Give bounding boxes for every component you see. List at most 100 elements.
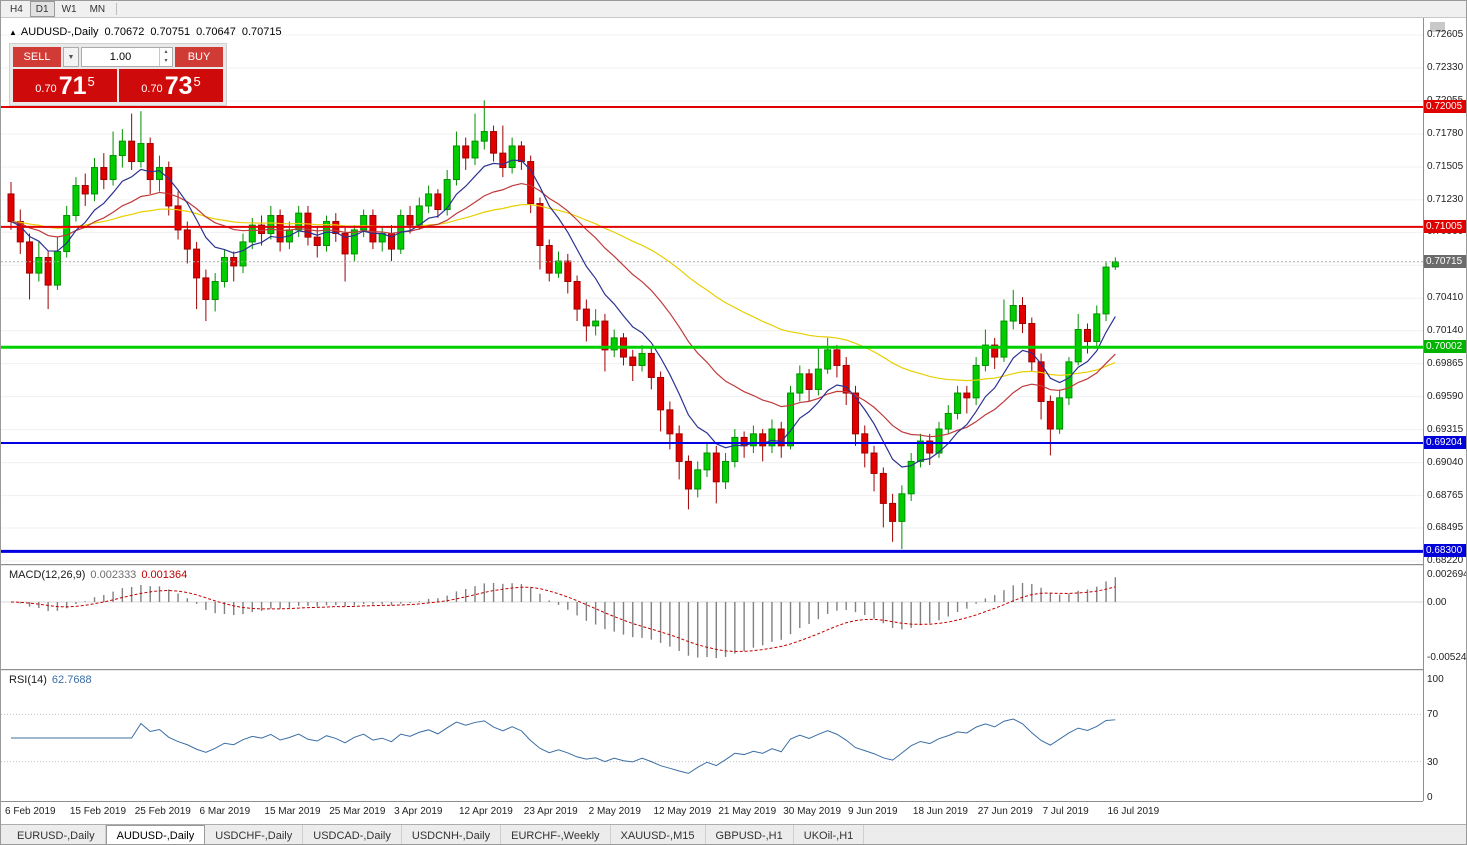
date-axis-label: 27 Jun 2019 (977, 806, 1033, 817)
chart-ohlc-title: ▲ AUDUSD-,Daily 0.70672 0.70751 0.70647 … (9, 26, 282, 38)
rsi-indicator-chart[interactable] (1, 671, 1423, 801)
timeframe-d1-button[interactable]: D1 (29, 1, 55, 17)
date-axis-label: 23 Apr 2019 (523, 806, 578, 817)
price-axis[interactable]: 0.726050.723300.720550.717800.715050.712… (1423, 18, 1467, 803)
sell-pipette: 5 (87, 74, 95, 89)
date-axis-label: 15 Mar 2019 (264, 806, 321, 817)
price-axis-label: 0.69590 (1427, 390, 1464, 402)
date-axis-label: 12 May 2019 (653, 806, 712, 817)
price-axis-label: 0.71780 (1427, 127, 1464, 139)
price-axis-label: 0.69040 (1427, 456, 1464, 468)
one-click-trading-panel: SELL ▼ ▴ ▾ BUY 0.70 71 5 0.70 73 (9, 43, 227, 106)
volume-input[interactable] (82, 50, 159, 64)
sell-price-display[interactable]: 0.70 71 5 (13, 69, 117, 102)
macd-indicator-chart[interactable] (1, 566, 1423, 669)
date-axis-label: 9 Jun 2019 (848, 806, 898, 817)
tab-audusd-daily[interactable]: AUDUSD-,Daily (105, 825, 206, 844)
price-tag: 0.68300 (1424, 544, 1466, 558)
price-axis-label: 0.68495 (1427, 521, 1464, 533)
price-axis-label: 0.70410 (1427, 292, 1464, 304)
buy-button[interactable]: BUY (175, 47, 223, 67)
tab-ukoil-h1[interactable]: UKOil-,H1 (794, 825, 865, 844)
price-tag: 0.69204 (1424, 435, 1466, 449)
price-tag: 0.70715 (1424, 254, 1466, 268)
price-tag: 0.71005 (1424, 219, 1466, 233)
rsi-value: 62.7688 (51, 674, 92, 686)
ohlc-low-value: 0.70647 (196, 26, 236, 38)
buy-pips: 73 (164, 72, 193, 100)
date-axis-label: 15 Feb 2019 (69, 806, 127, 817)
date-axis-label: 25 Mar 2019 (329, 806, 386, 817)
spinner-up-icon[interactable]: ▴ (164, 49, 168, 55)
main-price-chart[interactable] (1, 18, 1423, 564)
price-axis-label: 0.68220 (1427, 554, 1464, 566)
volume-dropdown-button[interactable]: ▼ (63, 47, 79, 67)
date-axis-label: 6 Mar 2019 (199, 806, 251, 817)
buy-big-figure: 0.70 (141, 83, 163, 95)
macd-axis-label: 0.002694 (1427, 568, 1467, 580)
price-axis-label: 0.68765 (1427, 489, 1464, 501)
toolbar-separator (116, 3, 118, 15)
timeframe-h4-button[interactable]: H4 (10, 3, 23, 15)
ohlc-high-value: 0.70751 (150, 26, 191, 38)
panel-splitter[interactable] (1, 669, 1466, 671)
time-axis[interactable]: 6 Feb 2019 15 Feb 2019 25 Feb 2019 6 Mar 20… (1, 801, 1423, 824)
rsi-axis-label: 70 (1427, 709, 1439, 721)
price-axis-label: 0.72330 (1427, 61, 1464, 73)
tab-xauusd-m15[interactable]: XAUUSD-,M15 (611, 825, 706, 844)
price-tag: 0.70002 (1424, 340, 1466, 354)
macd-axis-label: -0.005242 (1427, 651, 1467, 663)
rsi-axis-label: 30 (1427, 756, 1439, 768)
rsi-name: RSI(14) (9, 674, 47, 686)
panel-splitter[interactable] (1, 564, 1466, 566)
buy-price-display[interactable]: 0.70 73 5 (119, 69, 223, 102)
price-axis-label: 0.69865 (1427, 357, 1464, 369)
tab-usdcad-daily[interactable]: USDCAD-,Daily (303, 825, 402, 844)
chart-shift-marker[interactable] (1430, 22, 1445, 32)
panel-toggle-icon[interactable]: ▲ (9, 27, 17, 37)
price-axis-label: 0.69315 (1427, 423, 1464, 435)
timeframe-mn-button[interactable]: MN (89, 3, 106, 15)
volume-stepper[interactable]: ▴ ▾ (159, 48, 172, 66)
macd-value: 0.002333 (90, 569, 137, 581)
macd-label: MACD(12,26,9) 0.002333 0.001364 (9, 569, 187, 581)
rsi-label: RSI(14) 62.7688 (9, 674, 92, 686)
price-axis-label: 0.71505 (1427, 160, 1464, 172)
rsi-axis-label: 100 (1427, 674, 1444, 685)
chart-symbol-label: AUDUSD-,Daily (20, 26, 99, 38)
macd-name: MACD(12,26,9) (9, 569, 86, 581)
ohlc-close-value: 0.70715 (241, 26, 282, 38)
tab-usdchf-daily[interactable]: USDCHF-,Daily (205, 825, 304, 844)
price-tag: 0.72005 (1424, 99, 1466, 113)
date-axis-label: 7 Jul 2019 (1042, 806, 1089, 817)
date-axis-label: 21 May 2019 (718, 806, 777, 817)
tab-eurusd-daily[interactable]: EURUSD-,Daily (7, 825, 106, 844)
tab-eurchf-weekly[interactable]: EURCHF-,Weekly (501, 825, 611, 844)
spinner-down-icon[interactable]: ▾ (164, 58, 168, 64)
chart-tab-bar: EURUSD-,Daily AUDUSD-,Daily USDCHF-,Dail… (1, 824, 1466, 844)
tab-gbpusd-h1[interactable]: GBPUSD-,H1 (706, 825, 794, 844)
macd-axis-label: 0.00 (1427, 597, 1447, 608)
sell-button[interactable]: SELL (13, 47, 61, 67)
tab-usdcnh-daily[interactable]: USDCNH-,Daily (402, 825, 502, 844)
date-axis-label: 6 Feb 2019 (5, 806, 56, 817)
timeframe-w1-button[interactable]: W1 (61, 3, 77, 15)
date-axis-label: 2 May 2019 (588, 806, 641, 817)
rsi-axis-label: 0 (1427, 792, 1433, 803)
date-axis-label: 30 May 2019 (783, 806, 842, 817)
date-axis-label: 3 Apr 2019 (394, 806, 443, 817)
price-axis-label: 0.71230 (1427, 193, 1464, 205)
chevron-down-icon: ▼ (67, 53, 75, 61)
date-axis-label: 16 Jul 2019 (1107, 806, 1160, 817)
sell-pips: 71 (58, 72, 87, 100)
macd-signal-value: 0.001364 (141, 569, 188, 581)
price-axis-label: 0.72605 (1427, 29, 1464, 40)
date-axis-label: 18 Jun 2019 (912, 806, 968, 817)
timeframe-toolbar: H4 D1 W1 MN (1, 1, 1466, 18)
buy-pipette: 5 (193, 74, 201, 89)
price-axis-label: 0.70140 (1427, 324, 1464, 336)
ohlc-open-value: 0.70672 (104, 26, 145, 38)
date-axis-label: 12 Apr 2019 (458, 806, 513, 817)
date-axis-label: 25 Feb 2019 (134, 806, 191, 817)
